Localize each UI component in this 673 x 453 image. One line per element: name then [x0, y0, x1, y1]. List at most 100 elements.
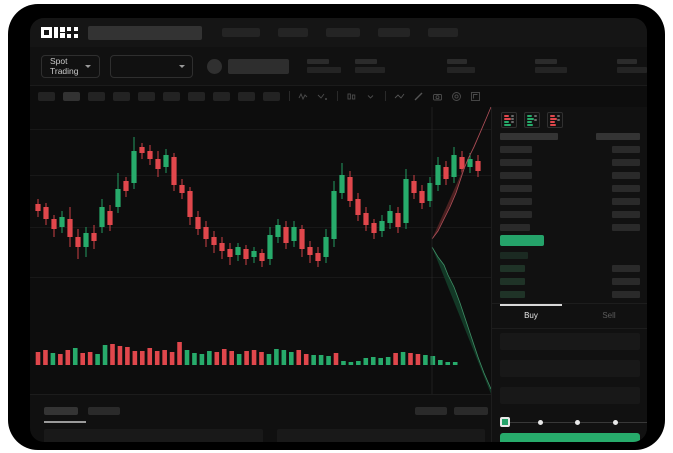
timeframe-9[interactable] — [238, 91, 255, 101]
nav-item-2[interactable] — [278, 28, 308, 37]
timeframe-3[interactable] — [88, 91, 105, 101]
order-field-price[interactable] — [500, 333, 640, 350]
bottom-action-1[interactable] — [415, 407, 447, 415]
settings-icon[interactable] — [451, 91, 462, 102]
orderbook-ask-size — [612, 185, 640, 192]
chevron-down-icon — [85, 64, 92, 68]
timeframe-7[interactable] — [188, 91, 205, 101]
orderbook-last-price — [500, 235, 544, 246]
orderbook-bid-size — [612, 265, 640, 272]
timeframe-8[interactable] — [213, 91, 230, 101]
orderbook-ask-row[interactable] — [500, 211, 532, 218]
nav-items — [222, 28, 458, 37]
active-tab-underline — [44, 421, 86, 423]
orderbook-bids-only-icon[interactable] — [524, 112, 540, 128]
orderbook-ask-size — [612, 211, 640, 218]
device-bezel: Spot Trading — [8, 4, 665, 450]
active-tab-indicator — [500, 304, 562, 306]
bottom-tab-2[interactable] — [88, 407, 120, 415]
toolbar-divider — [385, 91, 386, 101]
orderbook-bid-row[interactable] — [500, 265, 525, 272]
nav-item-4[interactable] — [378, 28, 410, 37]
slider-step-75[interactable] — [613, 419, 618, 425]
orderbook-ask-size — [612, 198, 640, 205]
stat-24h-change — [307, 59, 341, 73]
bottom-card-1[interactable] — [44, 429, 263, 442]
chevron-down-icon[interactable] — [365, 91, 376, 102]
orderbook-bid-row[interactable] — [500, 252, 528, 259]
orderbook-both-icon[interactable] — [501, 112, 517, 128]
submit-buy-button[interactable] — [500, 433, 640, 442]
spot-trading-label: Spot Trading — [50, 56, 79, 76]
drawing-icon[interactable] — [413, 91, 424, 102]
chart-gridline — [30, 129, 491, 130]
market-info-bar: Spot Trading — [30, 47, 647, 86]
timeframe-4[interactable] — [113, 91, 130, 101]
orderbook-ask-row[interactable] — [500, 172, 532, 179]
orderbook-ask-size — [612, 224, 640, 231]
volume-series — [35, 342, 458, 365]
timeframe-6[interactable] — [163, 91, 180, 101]
orderbook-bid-size — [612, 291, 640, 298]
last-price-value — [228, 58, 289, 74]
orderbook-ask-row[interactable] — [500, 198, 532, 205]
stat-24h-volume — [535, 59, 567, 73]
depth-overlay — [431, 107, 491, 394]
timeframe-2[interactable] — [63, 91, 80, 101]
chart-gridline — [30, 227, 491, 228]
okx-logo[interactable] — [41, 27, 78, 38]
nav-item-1[interactable] — [222, 28, 260, 37]
orderbook-bid-row[interactable] — [500, 278, 525, 285]
order-book-view-modes — [501, 112, 563, 128]
order-field-amount[interactable] — [500, 360, 640, 377]
stat-24h-turnover — [617, 59, 647, 73]
timeframe-10[interactable] — [263, 91, 280, 101]
app-screen: Spot Trading — [30, 18, 647, 442]
nav-item-3[interactable] — [326, 28, 360, 37]
orderbook-ask-row[interactable] — [500, 224, 530, 231]
pair-selector[interactable] — [110, 54, 193, 78]
orderbook-ask-row[interactable] — [500, 185, 532, 192]
tab-sell[interactable]: Sell — [602, 311, 616, 320]
order-field-total[interactable] — [500, 387, 640, 404]
timeframe-5[interactable] — [138, 91, 155, 101]
camera-icon[interactable] — [432, 91, 443, 102]
chart-bottom-tabs — [30, 394, 491, 442]
orderbook-ask-row[interactable] — [500, 159, 532, 166]
order-book-panel: Buy Sell — [491, 107, 647, 442]
search-input[interactable] — [88, 25, 202, 40]
price-chart[interactable] — [30, 107, 491, 394]
candlestick-series — [35, 137, 481, 267]
candle-type-icon[interactable] — [346, 91, 357, 102]
bottom-action-2[interactable] — [454, 407, 488, 415]
fullscreen-icon[interactable] — [470, 91, 481, 102]
bottom-tab-1[interactable] — [44, 407, 78, 415]
chevron-down-icon — [179, 64, 185, 68]
timeframe-1[interactable] — [38, 91, 55, 101]
coin-avatar-icon — [207, 58, 222, 74]
bottom-card-2[interactable] — [277, 429, 485, 442]
indicator-icon[interactable] — [298, 91, 309, 102]
logo-k-glyph — [54, 27, 65, 38]
slider-step-25[interactable] — [538, 419, 543, 425]
compare-icon[interactable] — [317, 91, 328, 102]
orderbook-ask-size — [612, 159, 640, 166]
orderbook-header-right — [596, 133, 640, 140]
orderbook-bid-size — [612, 278, 640, 285]
line-tool-icon[interactable] — [394, 91, 405, 102]
toolbar-divider — [337, 91, 338, 101]
toolbar-divider — [289, 91, 290, 101]
chart-gridline — [30, 277, 491, 278]
top-navigation-bar — [30, 18, 647, 47]
orderbook-asks-only-icon[interactable] — [547, 112, 563, 128]
chart-gridline — [30, 175, 491, 176]
spot-trading-dropdown[interactable]: Spot Trading — [41, 54, 101, 78]
nav-item-5[interactable] — [428, 28, 458, 37]
orderbook-ask-row[interactable] — [500, 146, 532, 153]
slider-handle[interactable] — [500, 417, 510, 427]
tab-buy[interactable]: Buy — [524, 311, 538, 320]
logo-o-glyph — [41, 27, 52, 38]
slider-step-50[interactable] — [575, 419, 580, 425]
amount-slider[interactable] — [500, 417, 647, 427]
orderbook-bid-row[interactable] — [500, 291, 525, 298]
